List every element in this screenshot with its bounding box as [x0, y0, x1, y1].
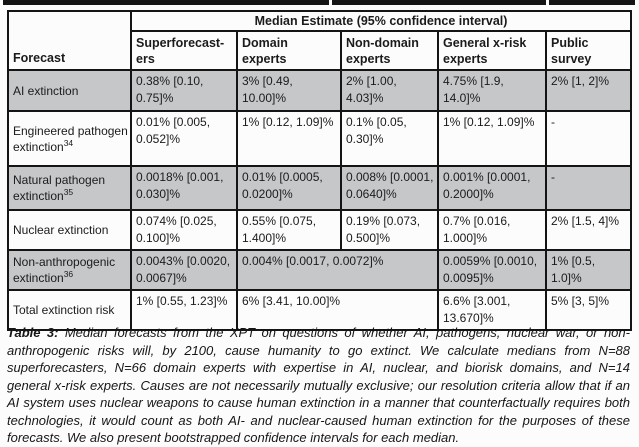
estimate-cell: 0.01% [0.0005, 0.0200]% [236, 165, 342, 211]
row-label-total-extinction-risk: Total extinction risk [7, 289, 132, 331]
row-label-text: AI extinction [13, 83, 79, 98]
estimate-cell: 2% [1.00, 4.03]% [340, 69, 439, 112]
table-caption: Table 3: Median forecasts from the XPT o… [7, 324, 630, 447]
row-label-text: Non-anthropogenic extinction [13, 255, 116, 285]
table-row-non-anthropogenic-extinction: Non-anthropogenic extinction36 0.0043% [… [7, 249, 633, 291]
estimate-cell: - [544, 165, 633, 211]
table-row-natural-pathogen-extinction: Natural pathogen extinction35 0.0018% [0… [7, 165, 633, 211]
caption-text: Median forecasts from the XPT on questio… [7, 325, 630, 445]
estimate-cell: 5% [3, 5]% [544, 289, 633, 331]
estimate-cell: 0.0059% [0.0010, 0.0095]% [437, 249, 547, 291]
estimate-cell: 6.6% [3.001, 13.670]% [437, 289, 547, 331]
estimate-cell-merged: 0.004% [0.0017, 0.0072]% [236, 249, 439, 291]
estimate-cell: 0.1% [0.05, 0.30]% [340, 110, 439, 167]
estimate-cell: 0.01% [0.005, 0.052]% [130, 110, 238, 167]
estimate-cell: 0.074% [0.025, 0.100]% [130, 209, 238, 251]
table-row-engineered-pathogen-extinction: Engineered pathogen extinction34 0.01% [… [7, 110, 633, 167]
table-header-row-span: Forecast Median Estimate (95% confidence… [7, 10, 633, 71]
estimate-cell: 0.55% [0.075, 1.400]% [236, 209, 342, 251]
estimate-cell: 1% [0.12, 1.09]% [437, 110, 547, 167]
top-rule-notch [329, 0, 332, 5]
estimate-cell: 1% [0.5, 1.0]% [544, 249, 633, 291]
footnote-ref: 35 [63, 187, 74, 197]
table-row-ai-extinction: AI extinction 0.38% [0.10, 0.75]% 3% [0.… [7, 69, 633, 112]
estimate-cell: 1% [0.12, 1.09]% [236, 110, 342, 167]
table-header-row-columns: Superforecast-ers Domain experts Non-dom… [8, 30, 633, 71]
row-label-nuclear-extinction: Nuclear extinction [7, 209, 132, 251]
estimate-cell: 2% [1.5, 4]% [544, 209, 633, 251]
column-header-superforecasters: Superforecast-ers [130, 30, 238, 71]
column-header-general-xrisk-experts: General x-risk experts [437, 30, 547, 71]
estimate-cell: 0.0018% [0.001, 0.030]% [130, 165, 238, 211]
estimate-cell: 0.7% [0.016, 1.000]% [437, 209, 547, 251]
row-label-ai-extinction: AI extinction [7, 69, 132, 112]
top-rule-notch [546, 0, 549, 5]
estimate-cell: 0.008% [0.0001, 0.0640]% [340, 165, 439, 211]
row-label-text: Engineered pathogen extinction [13, 123, 128, 154]
caption-label: Table 3: [7, 325, 59, 340]
estimate-cell-merged: 6% [3.41, 10.00]% [236, 289, 439, 331]
row-label-non-anthropogenic-extinction: Non-anthropogenic extinction36 [7, 249, 132, 291]
estimate-cell: - [544, 110, 633, 167]
column-header-public-survey: Public survey [544, 30, 633, 71]
footnote-ref: 36 [63, 269, 74, 279]
median-estimates-table: Forecast Median Estimate (95% confidence… [7, 10, 633, 331]
top-rule-divider [3, 0, 635, 5]
estimate-cell: 3% [0.49, 10.00]% [236, 69, 342, 112]
estimate-cell: 0.38% [0.10, 0.75]% [130, 69, 238, 112]
estimate-cell: 4.75% [1.9, 14.0]% [437, 69, 547, 112]
footnote-ref: 34 [63, 137, 74, 148]
estimate-cell: 0.0043% [0.0020, 0.0067]% [130, 249, 238, 291]
row-label-text: Total extinction risk [13, 303, 115, 317]
row-label-engineered-pathogen-extinction: Engineered pathogen extinction34 [7, 110, 132, 167]
table-row-total-extinction-risk: Total extinction risk 1% [0.55, 1.23]% 6… [7, 289, 633, 331]
column-header-non-domain-experts: Non-domain experts [340, 30, 439, 71]
estimate-cell: 1% [0.55, 1.23]% [130, 289, 238, 331]
row-label-text: Nuclear extinction [13, 223, 109, 237]
table-row-nuclear-extinction: Nuclear extinction 0.074% [0.025, 0.100]… [7, 209, 633, 251]
row-label-natural-pathogen-extinction: Natural pathogen extinction35 [7, 165, 132, 211]
estimate-cell: 0.19% [0.073, 0.500]% [340, 209, 439, 251]
column-header-forecast: Forecast [7, 10, 132, 71]
page: { "colors": { "row_shade": "#c6c7c9", "b… [3, 0, 635, 445]
estimate-cell: 0.001% [0.0001, 0.2000]% [437, 165, 547, 211]
column-header-domain-experts: Domain experts [236, 30, 342, 71]
estimate-cell: 2% [1, 2]% [544, 69, 633, 112]
row-label-text: Natural pathogen extinction [13, 173, 106, 203]
table-span-header: Median Estimate (95% confidence interval… [129, 10, 633, 32]
